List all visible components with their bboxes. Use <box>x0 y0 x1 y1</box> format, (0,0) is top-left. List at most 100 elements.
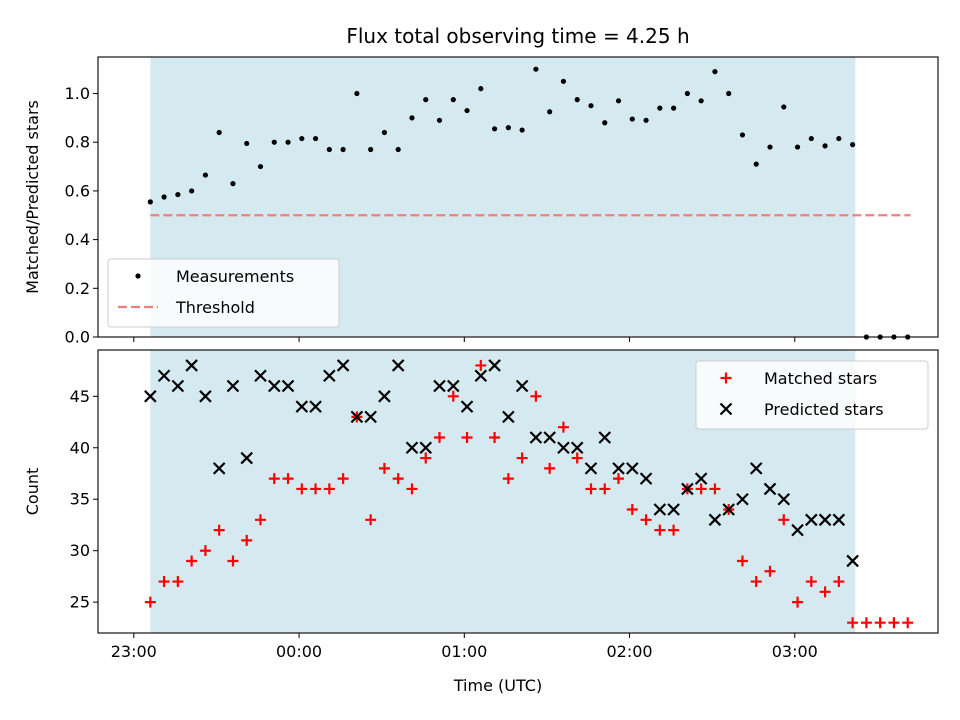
data-point <box>653 503 667 516</box>
y-tick-label: 35 <box>70 490 90 509</box>
y-axis-label: Count <box>23 468 42 516</box>
legend-label: Matched stars <box>764 369 877 388</box>
data-point <box>295 400 309 413</box>
data-point <box>767 144 773 150</box>
data-point <box>763 482 777 496</box>
data-point <box>323 483 335 495</box>
x-tick-label: 23:00 <box>111 642 157 661</box>
data-point <box>420 452 432 464</box>
data-point <box>764 565 776 577</box>
data-point <box>833 576 845 588</box>
data-point <box>354 90 360 97</box>
data-point <box>698 98 704 104</box>
data-point <box>615 98 622 104</box>
data-point <box>450 97 456 103</box>
y-tick-label: 0.6 <box>65 181 90 200</box>
data-point <box>708 513 722 527</box>
data-point <box>749 462 763 475</box>
data-point <box>847 617 859 629</box>
data-point <box>310 483 322 495</box>
data-point <box>791 523 804 537</box>
data-point <box>819 586 831 598</box>
data-point <box>271 139 277 145</box>
data-point <box>832 513 846 527</box>
data-point <box>447 390 459 402</box>
data-point <box>543 431 556 444</box>
data-point <box>254 369 267 383</box>
y-axis-label: Matched/Predicted stars <box>23 100 42 294</box>
data-point <box>505 125 511 131</box>
data-point <box>202 172 209 178</box>
data-point <box>436 117 443 123</box>
data-point <box>378 462 390 474</box>
data-point <box>312 135 319 142</box>
data-point <box>171 379 185 393</box>
data-point <box>350 410 364 424</box>
y-tick-label: 25 <box>70 593 90 612</box>
data-point <box>158 576 170 588</box>
data-point <box>612 462 625 475</box>
data-point <box>409 115 415 121</box>
data-point <box>681 482 694 496</box>
data-point <box>736 555 748 567</box>
data-point <box>570 441 584 455</box>
data-point <box>654 524 666 536</box>
data-point <box>515 379 529 393</box>
data-point <box>739 132 746 138</box>
data-point <box>571 452 583 464</box>
data-point <box>888 617 900 629</box>
data-point <box>519 127 525 133</box>
data-point <box>902 617 914 629</box>
data-point <box>161 194 167 200</box>
data-point <box>530 390 542 402</box>
x-tick-label: 03:00 <box>772 642 818 661</box>
data-point <box>144 596 156 608</box>
chart-title: Flux total observing time = 4.25 h <box>346 24 689 48</box>
data-point <box>613 473 625 485</box>
data-point <box>792 596 804 608</box>
data-point <box>491 126 498 132</box>
data-point <box>667 503 680 516</box>
data-point <box>285 139 291 145</box>
data-point <box>874 617 886 629</box>
data-point <box>671 105 677 111</box>
data-point <box>547 109 553 115</box>
data-point <box>602 120 608 126</box>
data-point <box>296 483 308 495</box>
data-point <box>557 441 570 455</box>
data-point <box>240 451 253 465</box>
data-point <box>750 576 762 588</box>
data-point <box>230 181 236 187</box>
data-point <box>323 369 336 383</box>
data-point <box>227 555 239 567</box>
x-tick-label: 00:00 <box>276 642 322 661</box>
data-point <box>254 514 266 526</box>
legend: Measurements Threshold <box>107 258 340 328</box>
x-tick-label: 01:00 <box>441 642 487 661</box>
data-point <box>241 534 253 546</box>
legend-label: Measurements <box>176 267 294 286</box>
y-tick-label: 40 <box>70 438 90 457</box>
data-point <box>808 135 814 142</box>
data-point <box>378 390 391 403</box>
data-point <box>712 69 718 75</box>
series-predicted-stars <box>144 359 859 568</box>
data-point <box>226 379 240 393</box>
data-point <box>337 473 349 485</box>
data-point <box>157 369 171 383</box>
legend-box <box>695 360 929 430</box>
data-point <box>753 161 759 167</box>
data-point <box>474 369 488 383</box>
data-point <box>640 514 652 526</box>
data-point <box>574 97 580 103</box>
data-point <box>544 462 556 474</box>
x-tick-label: 02:00 <box>606 642 652 661</box>
data-point <box>392 473 404 485</box>
data-point <box>433 379 446 393</box>
data-point <box>213 524 225 536</box>
data-point <box>860 617 872 629</box>
data-point <box>172 576 184 588</box>
data-point <box>557 421 569 433</box>
data-point <box>529 431 543 444</box>
data-point <box>709 483 721 495</box>
